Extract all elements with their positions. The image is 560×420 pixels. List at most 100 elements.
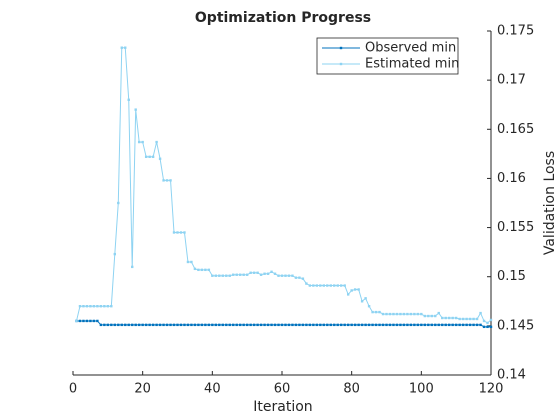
point-marker xyxy=(124,323,127,327)
point-marker xyxy=(158,157,162,160)
point-marker xyxy=(249,271,252,274)
point-marker xyxy=(287,323,291,327)
legend-label: Observed min xyxy=(365,41,456,56)
point-marker xyxy=(82,305,85,308)
point-marker xyxy=(291,323,294,327)
point-marker xyxy=(89,305,92,308)
point-marker xyxy=(479,323,482,327)
point-marker xyxy=(277,323,280,327)
point-marker xyxy=(326,284,329,287)
point-marker xyxy=(193,267,197,271)
point-marker xyxy=(399,323,402,327)
point-marker xyxy=(228,323,231,327)
point-marker xyxy=(451,316,454,320)
x-tick-label: 60 xyxy=(274,382,291,397)
point-marker xyxy=(197,268,200,272)
point-marker xyxy=(301,277,305,280)
point-marker xyxy=(200,268,204,272)
point-marker xyxy=(85,305,89,308)
point-marker xyxy=(78,305,82,308)
point-marker xyxy=(280,274,284,277)
point-marker xyxy=(399,312,402,316)
point-marker xyxy=(245,273,249,276)
point-marker xyxy=(211,323,214,327)
point-marker xyxy=(336,323,339,327)
point-marker xyxy=(200,323,204,327)
point-marker xyxy=(263,272,266,275)
point-marker xyxy=(186,323,190,327)
point-marker xyxy=(155,323,158,327)
point-marker xyxy=(287,274,291,277)
point-marker xyxy=(284,323,287,327)
point-marker xyxy=(475,323,479,327)
point-marker xyxy=(489,318,493,322)
point-marker xyxy=(137,140,141,144)
point-marker xyxy=(326,323,329,327)
point-marker xyxy=(353,288,357,291)
point-marker xyxy=(113,252,116,256)
y-tick-label: 0.165 xyxy=(497,122,534,137)
point-marker xyxy=(336,284,339,287)
point-marker xyxy=(78,319,82,323)
point-marker xyxy=(340,284,343,287)
point-marker xyxy=(333,284,336,287)
point-marker xyxy=(131,323,134,327)
point-marker xyxy=(465,323,468,327)
point-marker xyxy=(343,323,346,327)
point-marker xyxy=(392,323,395,327)
point-marker xyxy=(385,312,388,316)
point-marker xyxy=(357,323,360,327)
point-marker xyxy=(214,274,218,277)
point-marker xyxy=(291,274,294,277)
y-tick-label: 0.16 xyxy=(497,171,526,186)
point-marker xyxy=(85,319,89,323)
point-marker xyxy=(381,323,385,327)
point-marker xyxy=(103,323,106,327)
point-marker xyxy=(277,274,280,277)
point-marker xyxy=(225,323,228,327)
point-marker xyxy=(232,323,235,327)
legend-marker xyxy=(339,62,343,66)
point-marker xyxy=(301,323,305,327)
point-marker xyxy=(319,323,322,327)
x-tick-label: 0 xyxy=(69,382,77,397)
point-marker xyxy=(218,274,221,277)
point-marker xyxy=(211,274,214,277)
legend-label: Estimated min xyxy=(365,57,459,72)
point-marker xyxy=(427,323,430,327)
point-marker xyxy=(350,323,353,327)
point-marker xyxy=(346,293,350,296)
point-marker xyxy=(374,323,378,327)
legend-marker xyxy=(339,46,343,50)
point-marker xyxy=(204,323,207,327)
point-marker xyxy=(99,323,103,327)
point-marker xyxy=(179,323,183,327)
point-marker xyxy=(402,323,406,327)
point-marker xyxy=(96,319,99,323)
point-marker xyxy=(141,140,144,144)
point-marker xyxy=(259,273,263,276)
point-marker xyxy=(430,323,433,327)
point-marker xyxy=(312,284,315,287)
point-marker xyxy=(179,231,183,234)
point-marker xyxy=(448,316,451,320)
point-marker xyxy=(385,323,388,327)
point-marker xyxy=(249,323,252,327)
point-marker xyxy=(252,271,256,274)
point-marker xyxy=(454,323,458,327)
point-marker xyxy=(461,323,465,327)
point-marker xyxy=(162,179,165,182)
point-marker xyxy=(106,305,110,308)
point-marker xyxy=(186,260,190,264)
point-marker xyxy=(353,323,357,327)
point-marker xyxy=(176,323,179,327)
point-marker xyxy=(242,273,245,276)
point-marker xyxy=(256,271,259,274)
point-marker xyxy=(333,323,336,327)
point-marker xyxy=(441,316,444,320)
point-marker xyxy=(413,312,416,316)
point-marker xyxy=(183,231,186,234)
